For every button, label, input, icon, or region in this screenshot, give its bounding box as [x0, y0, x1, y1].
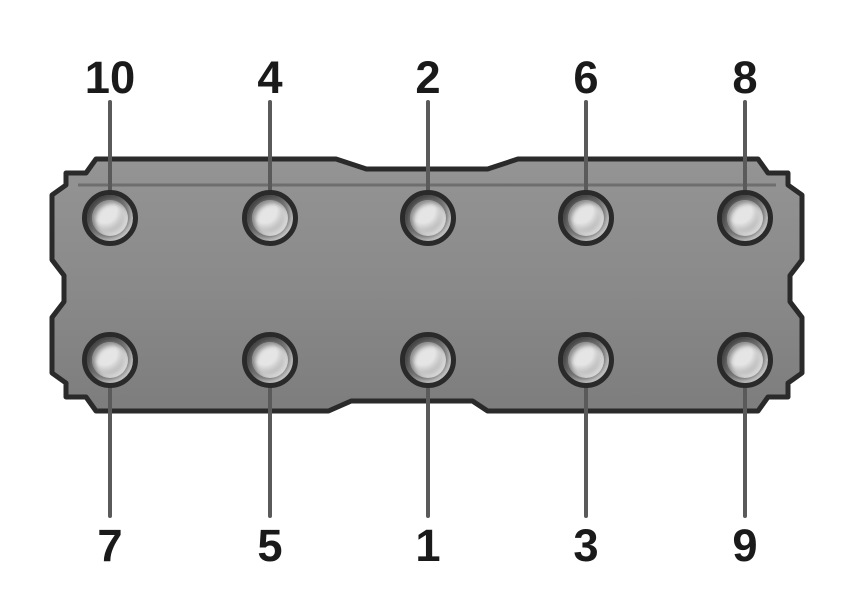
leader-line	[584, 368, 588, 518]
bolt-label: 6	[573, 52, 598, 104]
bolt-label: 7	[97, 520, 122, 572]
leader-line	[108, 368, 112, 518]
leader-line	[426, 368, 430, 518]
bolt-head	[410, 200, 446, 236]
bolt-head	[410, 342, 446, 378]
bolt-label: 3	[573, 520, 598, 572]
bolt-head	[568, 200, 604, 236]
leader-line	[743, 368, 747, 518]
bolt-head	[252, 342, 288, 378]
leader-line	[268, 368, 272, 518]
bolt-sequence-diagram: 10 4 2 6 8 7 5 1 3 9	[0, 0, 855, 611]
bolt-head	[727, 200, 763, 236]
bolt-label: 2	[415, 52, 440, 104]
bolt-label: 9	[732, 520, 757, 572]
bolt-label: 4	[257, 52, 282, 104]
bolt-label: 8	[732, 52, 757, 104]
bolt-label: 5	[257, 520, 282, 572]
bolt-head	[92, 342, 128, 378]
bolt-head	[568, 342, 604, 378]
bolt-label: 10	[85, 52, 135, 104]
bolt-head	[252, 200, 288, 236]
bolt-head	[92, 200, 128, 236]
bolt-label: 1	[415, 520, 440, 572]
bolt-head	[727, 342, 763, 378]
